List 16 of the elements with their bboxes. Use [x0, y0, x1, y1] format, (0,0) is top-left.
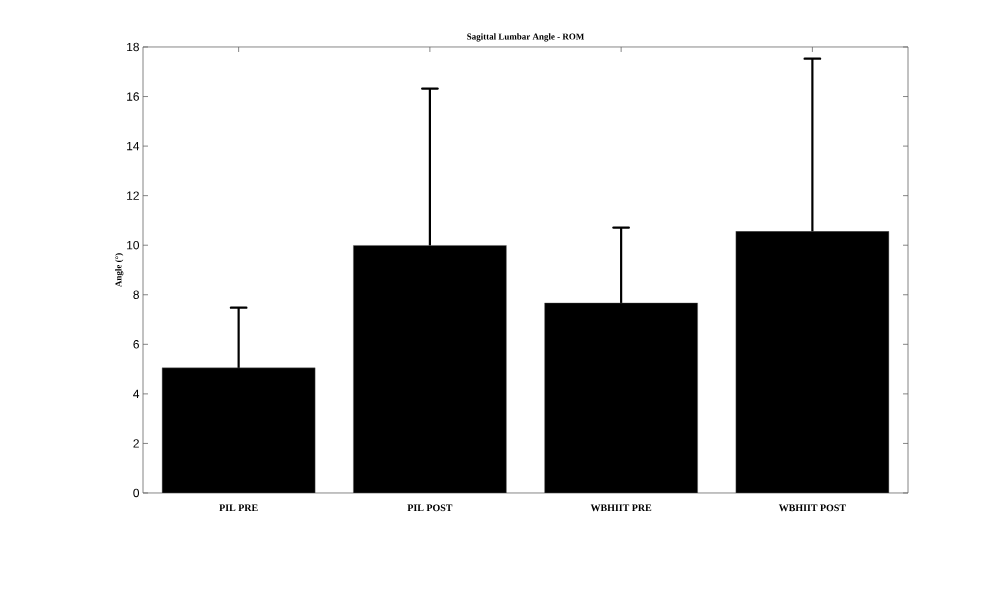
chart-title: Sagittal Lumbar Angle - ROM — [467, 33, 585, 42]
x-tick-label: WBHIIT POST — [778, 504, 846, 512]
y-tick-label: 10 — [127, 240, 140, 250]
y-tick-label: 2 — [133, 439, 139, 448]
y-tick-label: 8 — [133, 290, 139, 299]
y-tick-label: 4 — [133, 389, 140, 398]
y-tick-label: 0 — [133, 488, 140, 498]
x-tick-label: PIL PRE — [219, 504, 258, 512]
x-tick-label: WBHIIT PRE — [590, 504, 652, 512]
y-axis-title: Angle (°) — [115, 253, 124, 287]
y-tick-label: 18 — [127, 42, 139, 52]
y-tick-label: 14 — [127, 141, 140, 151]
y-tick-label: 16 — [127, 92, 139, 101]
y-tick-label: 12 — [127, 191, 139, 200]
y-tick-label: 6 — [133, 340, 139, 349]
x-tick-label: PIL POST — [407, 504, 453, 512]
